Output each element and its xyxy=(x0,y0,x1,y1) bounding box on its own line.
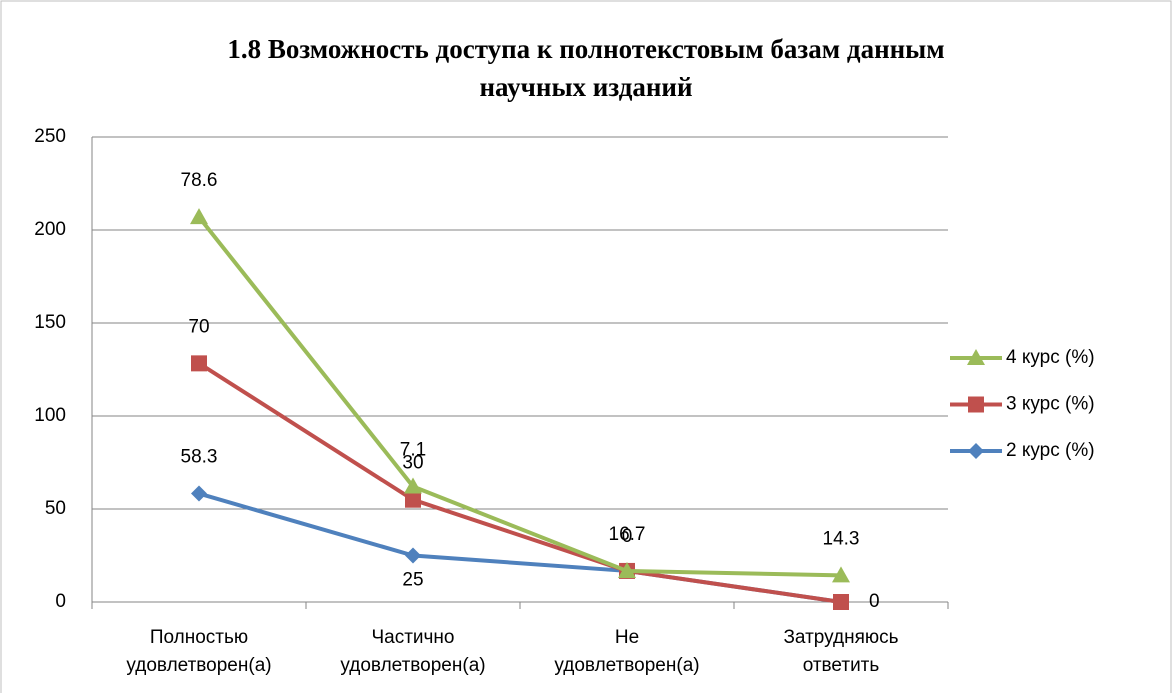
x-tick-label: удовлетворен(а) xyxy=(126,655,271,676)
y-tick-label: 200 xyxy=(34,219,66,240)
data-label: 70 xyxy=(188,316,209,337)
y-tick-label: 0 xyxy=(55,591,66,612)
marker xyxy=(618,561,636,578)
data-label: 16.7 xyxy=(609,524,646,545)
marker xyxy=(191,485,207,502)
marker xyxy=(190,208,208,225)
x-tick-label: удовлетворен(а) xyxy=(554,655,699,676)
data-label: 0 xyxy=(622,526,633,547)
legend-label: 3 курс (%) xyxy=(1006,394,1095,415)
data-label: 58.3 xyxy=(181,447,218,468)
data-label: 7.1 xyxy=(400,440,426,461)
legend-label: 4 курс (%) xyxy=(1006,347,1095,368)
marker xyxy=(405,547,421,564)
marker xyxy=(833,594,849,610)
data-label: 25 xyxy=(402,570,423,591)
marker xyxy=(404,477,422,494)
x-tick-label: ответить xyxy=(803,655,880,676)
series-line xyxy=(197,361,842,604)
marker xyxy=(968,443,984,459)
x-tick-label: Частично xyxy=(371,627,454,648)
chart-title: научных изданий xyxy=(479,72,692,102)
x-tick-label: Затрудняюсь xyxy=(783,627,898,648)
y-tick-label: 250 xyxy=(34,126,66,147)
marker xyxy=(405,491,421,508)
marker xyxy=(968,396,984,413)
x-tick-label: Не xyxy=(615,627,639,648)
data-label: 78.6 xyxy=(181,170,218,191)
y-tick-label: 100 xyxy=(34,405,66,426)
y-tick-label: 150 xyxy=(34,312,66,333)
x-tick-label: удовлетворен(а) xyxy=(340,655,485,676)
data-label: 14.3 xyxy=(823,528,860,549)
marker xyxy=(832,566,850,583)
chart-title: 1.8 Возможность доступа к полнотекстовым… xyxy=(227,34,944,64)
data-label: 0 xyxy=(869,591,880,612)
legend-label: 2 курс (%) xyxy=(1006,440,1095,461)
marker xyxy=(191,355,207,372)
x-tick-label: Полностью xyxy=(150,627,248,648)
y-tick-label: 50 xyxy=(45,498,66,519)
series-line xyxy=(197,215,842,578)
data-label: 30 xyxy=(402,453,423,474)
marker xyxy=(967,349,985,365)
